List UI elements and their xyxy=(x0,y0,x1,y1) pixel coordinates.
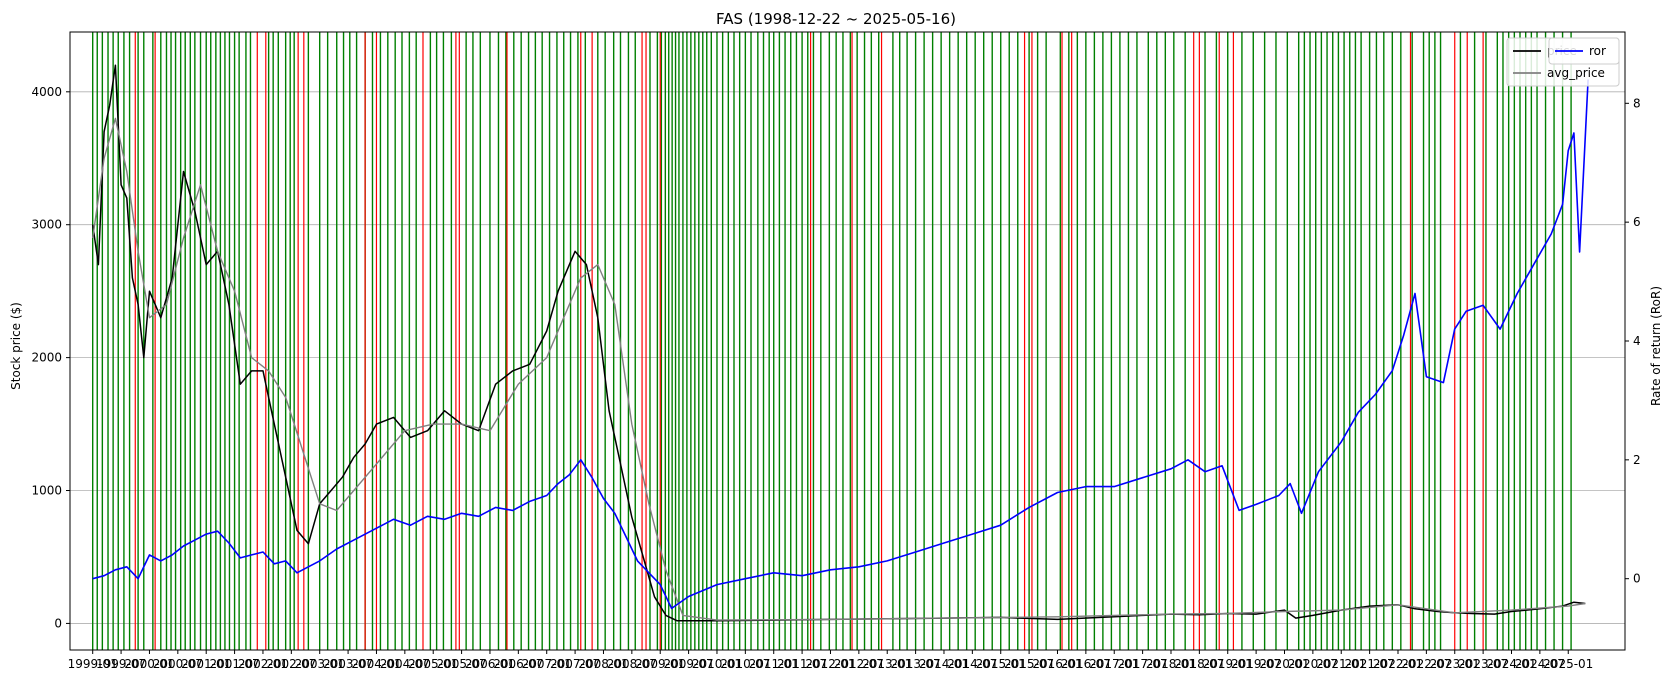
x-tick-label: 2003-01 xyxy=(295,657,345,671)
price-line xyxy=(91,64,1586,622)
x-tick-label: 2022-07 xyxy=(1401,657,1451,671)
y-axis-left-label: Stock price ($) xyxy=(9,302,23,390)
legend-label: ror xyxy=(1589,44,1606,58)
x-tick-label: 2012-07 xyxy=(834,657,884,671)
x-tick-label: 2016-07 xyxy=(1061,657,1111,671)
x-tick-label: 2008-01 xyxy=(578,657,628,671)
x-tick-label: 2005-01 xyxy=(408,657,458,671)
x-tick-label: 2002-01 xyxy=(238,657,288,671)
x-tick-label: 2007-07 xyxy=(550,657,600,671)
y-right-tick-label: 8 xyxy=(1633,96,1641,110)
x-tick-label: 2017-01 xyxy=(1089,657,1139,671)
y-right-tick-label: 4 xyxy=(1633,334,1641,348)
x-tick-label: 2019-07 xyxy=(1231,657,1281,671)
y-left-tick-label: 3000 xyxy=(31,218,62,232)
x-tick-label: 2000-07 xyxy=(153,657,203,671)
x-tick-label: 2003-07 xyxy=(323,657,373,671)
x-tick-label: 2002-07 xyxy=(266,657,316,671)
legend-label: avg_price xyxy=(1547,66,1605,80)
x-tick-label: 2011-07 xyxy=(777,657,827,671)
x-tick-label: 2014-01 xyxy=(919,657,969,671)
x-tick-label: 2016-01 xyxy=(1032,657,1082,671)
x-tick-label: 2015-01 xyxy=(976,657,1026,671)
x-tick-label: 1999-07 xyxy=(96,657,146,671)
x-tick-label: 2013-01 xyxy=(862,657,912,671)
x-tick-label: 2010-07 xyxy=(720,657,770,671)
x-tick-label: 2005-07 xyxy=(437,657,487,671)
y-right-tick-label: 2 xyxy=(1633,453,1641,467)
x-tick-label: 2021-07 xyxy=(1345,657,1395,671)
x-tick-label: 2006-07 xyxy=(493,657,543,671)
x-tick-label: 2025-01 xyxy=(1543,657,1593,671)
x-tick-label: 2009-01 xyxy=(635,657,685,671)
x-tick-label: 1999-01 xyxy=(68,657,118,671)
x-tick-label: 2001-01 xyxy=(181,657,231,671)
x-tick-label: 2017-07 xyxy=(1118,657,1168,671)
legend-box-right xyxy=(1548,37,1620,65)
ror-line xyxy=(92,79,1589,610)
x-tick-label: 2024-07 xyxy=(1515,657,1565,671)
y-left-tick-label: 2000 xyxy=(31,351,62,365)
grid-lines xyxy=(70,91,1625,624)
x-tick-label: 2022-01 xyxy=(1373,657,1423,671)
series-lines xyxy=(91,64,1589,622)
y-axis-right-label: Rate of return (RoR) xyxy=(1649,286,1663,406)
chart-title: FAS (1998-12-22 ~ 2025-05-16) xyxy=(716,10,956,28)
y-right-tick-label: 0 xyxy=(1633,572,1641,586)
x-tick-label: 2000-01 xyxy=(124,657,174,671)
x-tick-label: 2004-01 xyxy=(351,657,401,671)
x-tick-label: 2007-01 xyxy=(522,657,572,671)
y-left-tick-label: 1000 xyxy=(31,484,62,498)
avg-price-line xyxy=(92,117,1586,621)
x-tick-label: 2006-01 xyxy=(465,657,515,671)
x-tick-label: 2013-07 xyxy=(891,657,941,671)
x-tick-label: 2001-07 xyxy=(210,657,260,671)
y-right-tick-label: 6 xyxy=(1633,215,1641,229)
x-tick-label: 2021-01 xyxy=(1316,657,1366,671)
y-left-tick-label: 0 xyxy=(54,616,62,630)
x-tick-label: 2004-07 xyxy=(380,657,430,671)
x-tick-label: 2020-01 xyxy=(1259,657,1309,671)
x-tick-label: 2014-07 xyxy=(947,657,997,671)
x-tick-label: 2020-07 xyxy=(1288,657,1338,671)
x-tick-label: 2024-01 xyxy=(1486,657,1536,671)
y-left-tick-label: 4000 xyxy=(31,85,62,99)
x-tick-label: 2018-01 xyxy=(1146,657,1196,671)
x-tick-label: 2023-07 xyxy=(1458,657,1508,671)
x-tick-label: 2008-07 xyxy=(607,657,657,671)
x-tick-label: 2012-01 xyxy=(805,657,855,671)
x-tick-label: 2011-01 xyxy=(749,657,799,671)
x-tick-label: 2010-01 xyxy=(692,657,742,671)
x-tick-label: 2019-01 xyxy=(1203,657,1253,671)
x-tick-label: 2023-01 xyxy=(1430,657,1480,671)
axes: 01000200030004000024681999-011999-072000… xyxy=(31,31,1641,671)
x-tick-label: 2018-07 xyxy=(1174,657,1224,671)
x-tick-label: 2015-07 xyxy=(1004,657,1054,671)
x-tick-label: 2009-07 xyxy=(664,657,714,671)
signal-lines xyxy=(92,32,1572,650)
